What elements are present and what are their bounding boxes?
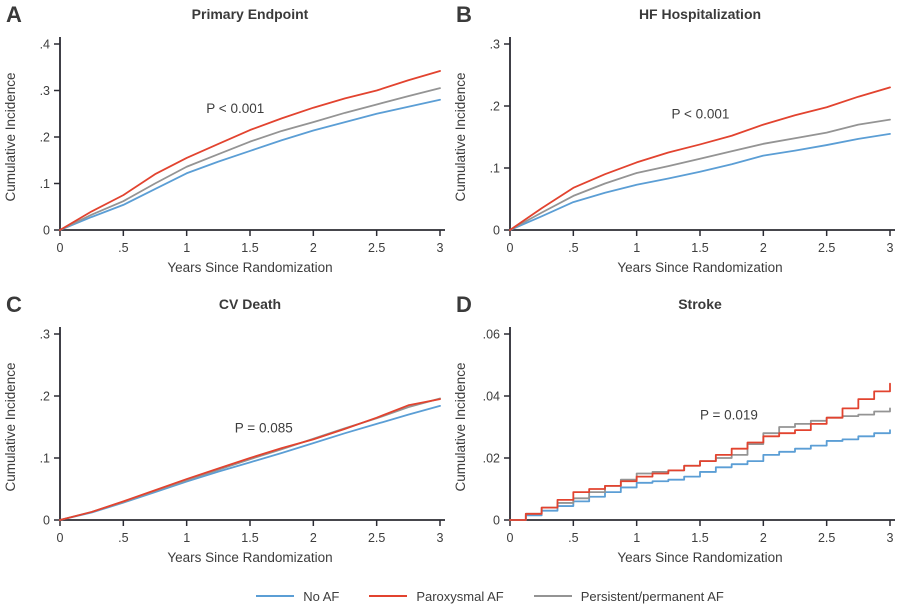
x-tick-label: 3 (887, 531, 894, 545)
y-tick-label: .06 (483, 328, 500, 342)
panel-title: CV Death (219, 296, 281, 312)
legend-label: Paroxysmal AF (416, 588, 504, 604)
x-tick-label: 2.5 (818, 241, 835, 255)
legend-label: Persistent/permanent AF (580, 588, 724, 604)
y-tick-label: .3 (40, 84, 50, 98)
y-tick-label: .4 (40, 38, 50, 52)
y-axis-label: Cumulative Incidence (453, 72, 468, 201)
legend-line-swatch (256, 595, 295, 597)
x-tick-label: 0 (507, 531, 514, 545)
legend-line-swatch (533, 595, 572, 597)
x-tick-label: 0 (507, 241, 514, 255)
series-line-paroxysmal-af (59, 398, 441, 521)
x-tick-label: .5 (118, 531, 128, 545)
chart-panel-a: A Primary Endpoint 0 .1 .2 .3 .4 0 .5 1 1.5 2 2.5 3 Cu… (3, 2, 445, 275)
x-tick-label: 1.5 (691, 241, 708, 255)
y-tick-label: .02 (483, 452, 500, 466)
legend-label: No AF (303, 588, 340, 604)
panel-letter: B (456, 2, 472, 27)
series-line-paroxysmal-af (509, 86, 891, 231)
series-line-persistent-permanent-af (59, 397, 441, 521)
x-axis-label: Years Since Randomization (167, 260, 332, 275)
x-tick-label: .5 (118, 241, 128, 255)
chart-panel-c: C CV Death 0 .1 .2 .3 0 .5 1 1.5 2 2.5 3 Cumulative I… (3, 292, 445, 565)
x-tick-label: 1 (633, 531, 640, 545)
panel-grid: A Primary Endpoint 0.1.2.3.4 0.5 1 1.5 2 2.5 3 Cu… (0, 0, 900, 580)
y-axis-label: Cumulative Incidence (3, 362, 18, 491)
y-tick-label: .3 (490, 38, 500, 52)
series-line-no-af (59, 98, 441, 231)
x-tick-label: 2 (760, 531, 767, 545)
x-tick-label: 1 (633, 241, 640, 255)
x-tick-label: 2 (310, 241, 317, 255)
p-value-annotation: P = 0.085 (235, 421, 293, 436)
panel-letter: C (6, 292, 22, 317)
legend-item-paroxysmal-af: Paroxysmal AF (369, 588, 504, 604)
x-tick-label: 2.5 (368, 531, 385, 545)
y-tick-label: .04 (483, 390, 500, 404)
x-tick-label: 3 (437, 531, 444, 545)
y-tick-label: .3 (40, 328, 50, 342)
x-tick-label: 2 (310, 531, 317, 545)
x-tick-label: 1.5 (241, 241, 258, 255)
x-tick-label: 3 (437, 241, 444, 255)
x-tick-label: 3 (887, 241, 894, 255)
p-value-annotation: P < 0.001 (672, 106, 730, 121)
x-tick-label: 0 (57, 531, 64, 545)
series-line-persistent-permanent-af (509, 118, 891, 231)
x-tick-label: 1.5 (241, 531, 258, 545)
y-tick-label: .2 (40, 390, 50, 404)
x-tick-label: 2.5 (368, 241, 385, 255)
panel-title: HF Hospitalization (639, 6, 761, 22)
panel-d-stroke: D Stroke 0 .02 .04 .06 0 .5 1 1.5 2 2.5 3 Cumulative … (450, 290, 900, 580)
x-tick-label: .5 (568, 531, 578, 545)
panel-letter: A (6, 2, 22, 27)
x-tick-label: 1.5 (691, 531, 708, 545)
x-tick-label: 1 (183, 531, 190, 545)
panel-letter: D (456, 292, 472, 317)
x-axis-label: Years Since Randomization (617, 260, 782, 275)
series-line-no-af (509, 132, 891, 231)
series-line-paroxysmal-af (509, 382, 891, 521)
y-axis-label: Cumulative Incidence (3, 72, 18, 201)
x-axis-label: Years Since Randomization (617, 550, 782, 565)
x-tick-label: 0 (57, 241, 64, 255)
y-axis-label: Cumulative Incidence (453, 362, 468, 491)
series-line-persistent-permanent-af (59, 87, 441, 231)
x-tick-label: 1 (183, 241, 190, 255)
x-tick-label: .5 (568, 241, 578, 255)
y-tick-label: .1 (490, 162, 500, 176)
x-tick-label: 2 (760, 241, 767, 255)
figure-legend: No AF Paroxysmal AF Persistent/permanent A… (40, 580, 900, 612)
legend-line-swatch (369, 595, 408, 597)
p-value-annotation: P = 0.019 (700, 408, 758, 423)
legend-item-no-af: No AF (256, 589, 339, 604)
series-line-paroxysmal-af (59, 70, 441, 231)
chart-panel-b: B HF Hospitalization 0 .1 .2 .3 0 .5 1 1.5 2 2.5 3 Cu… (453, 2, 895, 275)
y-tick-label: .1 (40, 452, 50, 466)
panel-b-hf-hospitalization: B HF Hospitalization 0 .1 .2 .3 0 .5 1 1.5 2 2.5 3 Cu… (450, 0, 900, 290)
y-tick-label: 0 (493, 224, 500, 238)
series-line-no-af (509, 429, 891, 521)
panel-title: Stroke (678, 296, 722, 312)
chart-panel-d: D Stroke 0 .02 .04 .06 0 .5 1 1.5 2 2.5 3 Cumulative … (453, 292, 895, 565)
y-tick-label: .2 (40, 131, 50, 145)
panel-title: Primary Endpoint (192, 6, 309, 22)
y-tick-label: .2 (490, 100, 500, 114)
y-tick-label: .1 (40, 177, 50, 191)
legend-item-persistent-permanent-af: Persistent/permanent AF (533, 588, 724, 604)
x-tick-label: 2.5 (818, 531, 835, 545)
y-tick-label: 0 (43, 514, 50, 528)
y-tick-label: 0 (493, 514, 500, 528)
p-value-annotation: P < 0.001 (206, 101, 264, 116)
x-axis-label: Years Since Randomization (167, 550, 332, 565)
panel-a-primary-endpoint: A Primary Endpoint 0 .1 .2 .3 .4 0 .5 1 1.5 2 2.5 3 Cu… (0, 0, 450, 290)
y-tick-label: 0 (43, 224, 50, 238)
panel-c-cv-death: C CV Death 0 .1 .2 .3 0 .5 1 1.5 2 2.5 3 Cumulative I… (0, 290, 450, 580)
